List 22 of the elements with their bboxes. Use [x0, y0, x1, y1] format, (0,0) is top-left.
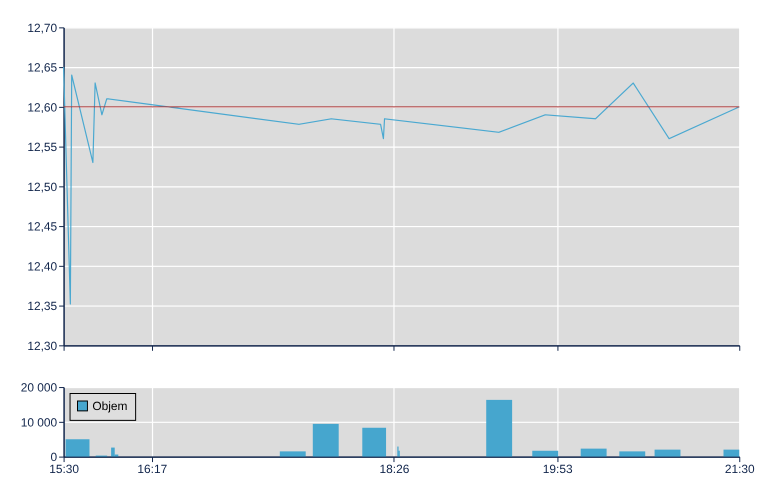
y-tick-label: 0: [50, 450, 58, 464]
y-tick-label: 20 000: [20, 380, 58, 395]
y-tick-label: 12,70: [27, 20, 58, 35]
y-tick-label: 12,35: [27, 299, 58, 314]
bar: [66, 439, 90, 457]
line-series: [62, 66, 740, 305]
y-tick-label: 12,45: [27, 220, 58, 234]
x-tick-label: 19:53: [542, 462, 573, 476]
bar: [362, 428, 386, 457]
y-tick-label: 12,55: [27, 140, 58, 154]
bar: [654, 450, 680, 457]
y-tick-label: 10 000: [20, 415, 58, 430]
x-tick-label: 16:17: [137, 462, 168, 476]
y-tick-label: 12,30: [27, 338, 58, 353]
y-tick-label: 12,60: [27, 100, 58, 114]
y-tick-label: 12,50: [27, 180, 58, 194]
legend-label: Objem: [92, 398, 128, 413]
x-tick-label: 15:30: [49, 462, 80, 476]
x-tick-label: 21:30: [724, 462, 756, 476]
y-tick-label: 12,40: [27, 259, 58, 274]
y-tick-label: 12,65: [27, 60, 58, 75]
x-tick-label: 18:26: [380, 462, 410, 476]
